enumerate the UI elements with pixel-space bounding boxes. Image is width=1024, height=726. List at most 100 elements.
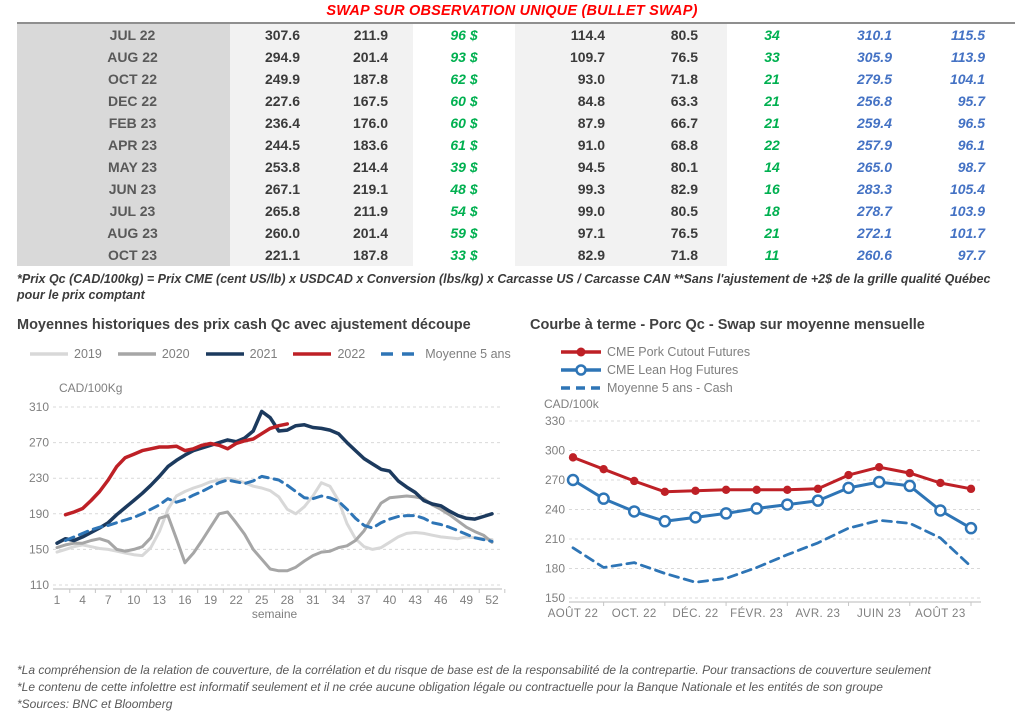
y-tick-label: 300 [545,443,565,457]
count-cell: 21 [764,93,780,109]
y-tick-label: 310 [29,400,49,414]
us-price-cell: 219.1 [322,178,413,200]
y-tick-label: 190 [29,506,49,520]
legend-item: CME Lean Hog Futures [560,363,797,377]
swap-qc-cell: 260.6 [856,247,892,263]
us-price-cell: 176.0 [322,112,413,134]
table-row: FEB 23 236.4 176.0 60 $ 87.9 66.7 21 259.4 96.5 [17,112,1015,134]
x-tick-label: 22 [229,593,243,607]
data-point-marker [844,470,853,479]
count-cell: 18 [764,203,780,219]
legend-label: 2020 [161,346,190,361]
count-cell: 22 [764,137,780,153]
x-tick-label: 43 [409,593,423,607]
qc-price-cell: 253.8 [230,156,322,178]
swap-qc-cell: 265.0 [856,159,892,175]
month-cell: JUL 23 [17,200,230,222]
gain-cell: 33 $ [450,247,478,263]
line-swatch [561,363,601,376]
us-price2-cell: 71.8 [621,68,727,90]
legend-label: Moyenne 5 ans - Cash [607,380,733,395]
chart-title-left: Moyennes historiques des prix cash Qc av… [17,316,471,333]
line-swatch [205,351,244,356]
qc-price-cell: 260.0 [230,222,322,244]
table-row: AUG 22 294.9 201.4 93 $ 109.7 76.5 33 305.9 113.… [17,46,1015,68]
x-tick-label: 25 [255,593,269,607]
us-price2-cell: 76.5 [621,46,727,68]
y-tick-label: 330 [545,414,565,428]
legend-item: 2019 [29,347,102,361]
qc-price-cell: 249.9 [230,68,322,90]
sources-line: *Sources: BNC et Bloomberg [17,696,173,711]
data-point-marker [568,452,578,462]
chart-title-right: Courbe à terme - Porc Qc - Swap sur moye… [530,316,925,333]
series-line-cme-pork-cutout-futures [571,455,973,493]
x-tick-label: AVR. 23 [796,608,841,620]
legend-label: 2019 [74,346,102,361]
data-point-marker [874,462,884,471]
count-cell: 21 [764,225,780,241]
data-point-marker [691,486,700,495]
data-point-marker [627,504,641,518]
disclaimer-line: *Le contenu de cette infolettre est info… [17,679,883,694]
us-price2-cell: 82.9 [621,178,727,200]
x-tick-label: 28 [281,593,295,607]
count-cell: 34 [764,27,780,43]
dashed-line-swatch [381,351,420,356]
table-row: JUN 23 267.1 219.1 48 $ 99.3 82.9 16 283.3 105.4 [17,178,1015,200]
page-title: SWAP SUR OBSERVATION UNIQUE (BULLET SWAP… [326,3,698,19]
month-cell: APR 23 [17,134,230,156]
x-tick-label: 7 [105,593,112,607]
gain-cell: 48 $ [450,181,478,197]
data-point-marker [903,479,917,492]
month-cell: OCT 22 [17,68,230,90]
gain-cell: 93 $ [450,49,478,65]
series-line-moyenne-5-ans [64,474,494,543]
disclaimer-line: *La compréhension de la relation de couv… [17,662,931,677]
us-price-cell: 187.8 [322,244,413,266]
x-tick-label: 37 [357,593,371,607]
swap-us-cell: 105.4 [949,181,985,197]
swap-us-cell: 101.7 [949,225,985,241]
y-tick-label: 210 [545,532,565,546]
data-point-marker [966,484,976,493]
month-cell: AUG 23 [17,222,230,244]
legend-label: CME Pork Cutout Futures [607,344,751,359]
swap-qc-cell: 259.4 [856,115,892,131]
us-price-cell: 183.6 [322,134,413,156]
qc-price2-cell: 99.3 [515,178,621,200]
gain-cell: 62 $ [450,71,478,87]
us-price2-cell: 80.5 [621,200,727,222]
forward-curve-chart: Courbe à terme - Porc Qc - Swap sur moye… [530,317,1024,650]
charts-row: Moyennes historiques des prix cash Qc av… [0,317,1024,650]
y-tick-label: 240 [545,502,565,516]
x-tick-label: 1 [54,593,61,607]
line-swatch [561,347,601,356]
x-axis-title: semaine [252,607,298,621]
swap-us-cell: 96.5 [957,115,985,131]
x-tick-label: 19 [204,593,218,607]
data-point-marker [719,506,733,520]
swap-qc-cell: 305.9 [856,49,892,65]
x-tick-label: 49 [460,593,474,607]
qc-price2-cell: 93.0 [515,68,621,90]
y-axis-label-right: CAD/100k [544,396,599,411]
qc-price-cell: 221.1 [230,244,322,266]
swap-us-cell: 103.9 [949,203,985,219]
swap-us-cell: 113.9 [951,49,985,65]
count-cell: 21 [764,115,780,131]
series-line-2022 [63,421,290,516]
us-price2-cell: 68.8 [621,134,727,156]
gain-cell: 60 $ [450,93,478,109]
line-swatch [117,351,156,356]
legend-label: 2022 [337,346,366,361]
x-tick-label: AOÛT 22 [548,607,599,620]
table-row: JUL 23 265.8 211.9 54 $ 99.0 80.5 18 278.7 103.9 [17,200,1015,222]
month-cell: DEC 22 [17,90,230,112]
qc-price2-cell: 84.8 [515,90,621,112]
x-tick-label: 52 [485,593,499,607]
qc-price-cell: 236.4 [230,112,322,134]
qc-price2-cell: 94.5 [515,156,621,178]
x-tick-label: 10 [127,593,141,607]
us-price-cell: 167.5 [322,90,413,112]
